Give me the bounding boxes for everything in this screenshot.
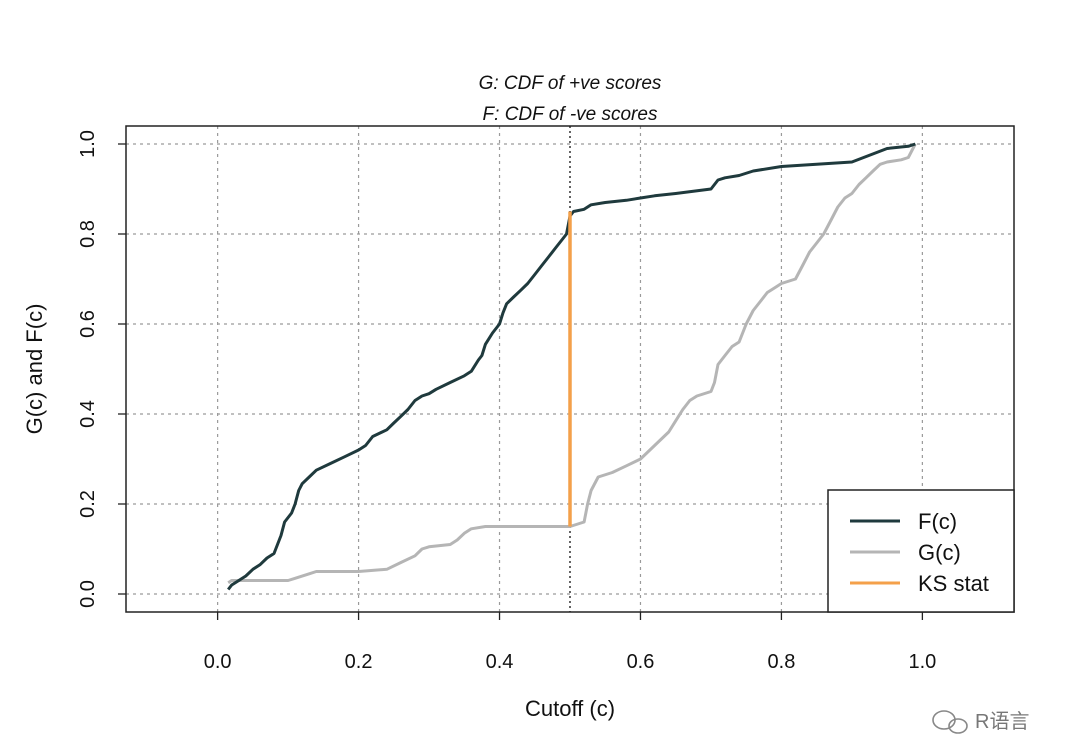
series-layer: [227, 142, 917, 591]
watermark-text: R语言: [975, 710, 1029, 733]
series-line-fc: [227, 142, 916, 591]
watermark: R语言: [932, 710, 1029, 734]
title-line-1: G: CDF of +ve scores: [479, 73, 662, 94]
x-axis-title: Cutoff (c): [525, 696, 615, 721]
x-tick-label: 0.6: [627, 651, 655, 673]
y-tick-label: 0.6: [77, 310, 99, 338]
legend: F(c) G(c) KS stat: [827, 489, 1015, 613]
y-axis-title: G(c) and F(c): [22, 304, 47, 435]
x-tick-label: 0.4: [486, 651, 514, 673]
title-line-2: F: CDF of -ve scores: [483, 104, 658, 125]
x-tick-label: 0.0: [204, 651, 232, 673]
x-tick-label: 0.8: [768, 651, 796, 673]
x-tick-label: 1.0: [908, 651, 936, 673]
legend-label-g: G(c): [918, 540, 961, 565]
y-tick-label: 0.0: [77, 580, 99, 608]
x-axis: 0.0 0.2 0.4 0.6 0.8 1.0: [204, 612, 936, 673]
y-tick-label: 1.0: [77, 130, 99, 158]
plot-frame: [125, 125, 1015, 613]
series-line-gc: [227, 143, 917, 585]
legend-label-ks: KS stat: [918, 571, 989, 596]
wechat-icon: [932, 710, 968, 734]
x-tick-label: 0.2: [345, 651, 373, 673]
y-tick-label: 0.4: [77, 400, 99, 428]
y-axis: 0.0 0.2 0.4 0.6 0.8 1.0: [77, 130, 126, 608]
legend-label-f: F(c): [918, 509, 957, 534]
chart-title: G: CDF of +ve scores F: CDF of -ve score…: [479, 73, 662, 125]
y-tick-label: 0.2: [77, 490, 99, 518]
y-tick-label: 0.8: [77, 220, 99, 248]
